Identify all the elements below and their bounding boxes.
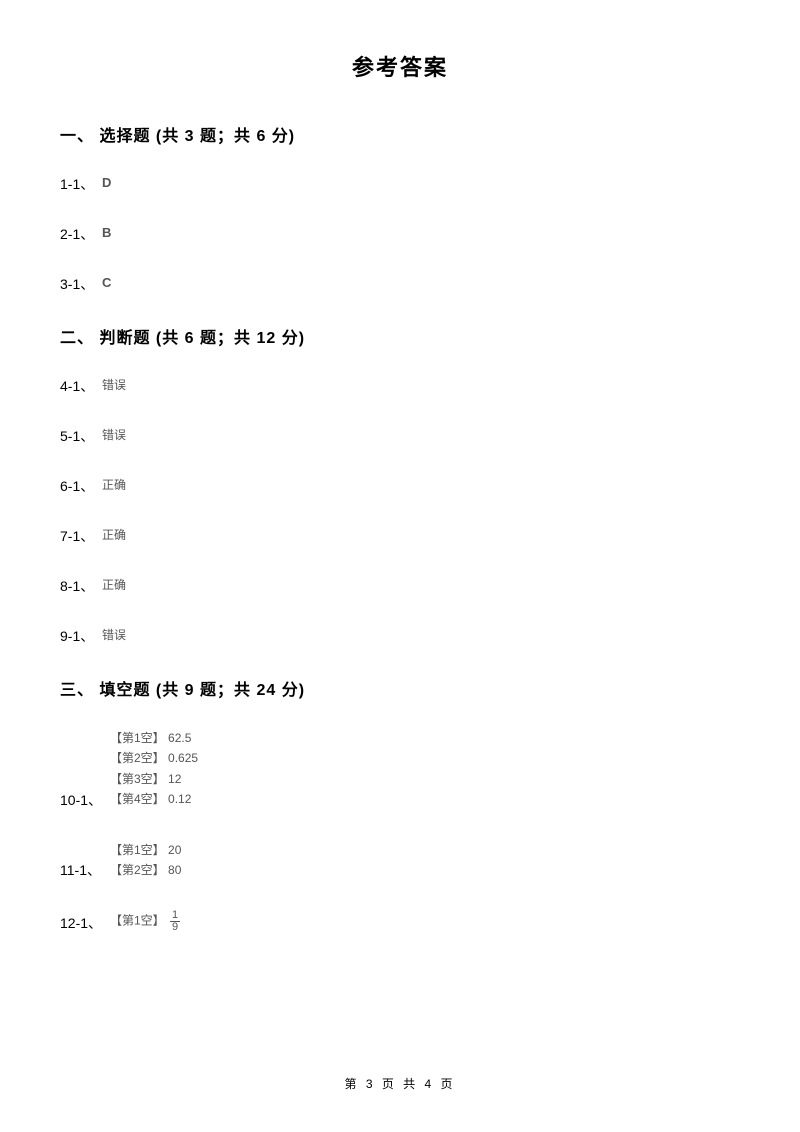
answer-row: 6-1、 正确 xyxy=(60,476,740,496)
fill-label: 10-1、 xyxy=(60,790,110,810)
answer-value: B xyxy=(102,225,111,240)
section3-header: 三、 填空题 (共 9 题；共 24 分) xyxy=(60,676,740,700)
fill-block: 12-1、 【第1空】 1 9 xyxy=(60,910,740,933)
answer-label: 3-1、 xyxy=(60,274,102,294)
answer-value: 错误 xyxy=(102,376,126,393)
blank-value: 0.625 xyxy=(168,751,198,765)
answer-row: 4-1、 错误 xyxy=(60,376,740,396)
answer-label: 5-1、 xyxy=(60,426,102,446)
fill-answers: 【第1空】 20 【第2空】 80 xyxy=(110,840,181,881)
answer-label: 1-1、 xyxy=(60,174,102,194)
blank-slot: 【第1空】 xyxy=(110,843,165,857)
answer-value: 错误 xyxy=(102,626,126,643)
answer-value: D xyxy=(102,175,111,190)
fill-answers: 【第1空】 1 9 xyxy=(110,910,180,933)
answer-row: 3-1、 C xyxy=(60,274,740,294)
answer-value: C xyxy=(102,275,111,290)
page-title: 参考答案 xyxy=(60,50,740,82)
section2-header: 二、 判断题 (共 6 题；共 12 分) xyxy=(60,324,740,348)
answer-label: 8-1、 xyxy=(60,576,102,596)
answer-row: 8-1、 正确 xyxy=(60,576,740,596)
answer-label: 2-1、 xyxy=(60,224,102,244)
blank-slot: 【第2空】 xyxy=(110,863,165,877)
answer-value: 错误 xyxy=(102,426,126,443)
page-footer: 第 3 页 共 4 页 xyxy=(0,1075,800,1092)
fill-block: 11-1、 【第1空】 20 【第2空】 80 xyxy=(60,840,740,881)
blank-value: 80 xyxy=(168,863,181,877)
fill-block: 10-1、 【第1空】 62.5 【第2空】 0.625 【第3空】 12 【第… xyxy=(60,728,740,810)
blank-slot: 【第3空】 xyxy=(110,772,165,786)
blank-value: 12 xyxy=(168,772,181,786)
blank-value: 20 xyxy=(168,843,181,857)
answer-value: 正确 xyxy=(102,526,126,543)
blank-slot: 【第2空】 xyxy=(110,751,165,765)
answer-label: 4-1、 xyxy=(60,376,102,396)
answer-row: 1-1、 D xyxy=(60,174,740,194)
blank-value: 0.12 xyxy=(168,792,191,806)
answer-value: 正确 xyxy=(102,576,126,593)
fraction-denominator: 9 xyxy=(170,922,180,933)
blank-slot: 【第1空】 xyxy=(110,914,165,928)
answer-row: 7-1、 正确 xyxy=(60,526,740,546)
fill-label: 11-1、 xyxy=(60,860,110,880)
answer-value: 正确 xyxy=(102,476,126,493)
answer-row: 2-1、 B xyxy=(60,224,740,244)
fill-label: 12-1、 xyxy=(60,913,110,933)
answer-row: 5-1、 错误 xyxy=(60,426,740,446)
answer-label: 6-1、 xyxy=(60,476,102,496)
answer-row: 9-1、 错误 xyxy=(60,626,740,646)
answer-label: 7-1、 xyxy=(60,526,102,546)
blank-value: 62.5 xyxy=(168,731,191,745)
section1-header: 一、 选择题 (共 3 题；共 6 分) xyxy=(60,122,740,146)
answer-label: 9-1、 xyxy=(60,626,102,646)
blank-slot: 【第1空】 xyxy=(110,731,165,745)
fraction: 1 9 xyxy=(170,910,180,933)
blank-slot: 【第4空】 xyxy=(110,792,165,806)
fill-answers: 【第1空】 62.5 【第2空】 0.625 【第3空】 12 【第4空】 0.… xyxy=(110,728,198,810)
